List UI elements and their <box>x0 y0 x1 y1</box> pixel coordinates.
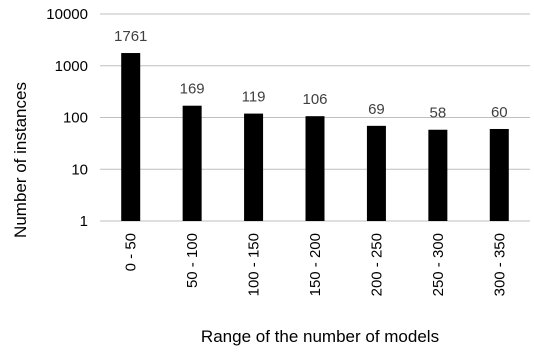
x-tick-label: 200 - 250 <box>368 233 385 296</box>
bar <box>121 53 141 221</box>
bar <box>244 113 264 221</box>
x-tick-label: 0 - 50 <box>123 233 140 271</box>
x-tick-label: 250 - 300 <box>430 233 447 296</box>
data-label: 119 <box>242 89 266 106</box>
data-label: 1761 <box>114 28 147 45</box>
y-tick-label: 1 <box>80 213 88 230</box>
x-axis-tick-labels: 0 - 50 50 - 100 100 - 150 150 - 200 200 - 25… <box>123 233 509 296</box>
bar <box>428 129 448 221</box>
data-labels: 1761 169 119 106 69 58 60 <box>114 28 508 122</box>
y-tick-label: 10 <box>71 161 88 178</box>
data-label: 106 <box>302 91 327 108</box>
data-label: 169 <box>180 81 205 98</box>
y-tick-label: 1000 <box>55 58 88 75</box>
y-tick-label: 10000 <box>46 6 88 23</box>
bar <box>366 125 386 221</box>
x-tick-label: 50 - 100 <box>184 233 201 288</box>
y-tick-label: 100 <box>63 110 88 127</box>
bar <box>305 116 325 221</box>
x-tick-label: 100 - 150 <box>246 233 263 296</box>
x-tick-label: 300 - 350 <box>491 233 508 296</box>
x-tick-label: 150 - 200 <box>307 233 324 296</box>
bars <box>121 53 509 221</box>
bar <box>182 105 202 221</box>
data-label: 58 <box>430 105 447 122</box>
y-axis-tick-labels: 1 10 100 1000 10000 <box>46 6 88 230</box>
y-axis-title: Number of instances <box>11 82 30 238</box>
data-label: 60 <box>491 104 508 121</box>
data-label: 69 <box>368 101 385 118</box>
x-axis-title: Range of the number of models <box>201 327 439 346</box>
bar <box>489 128 509 221</box>
